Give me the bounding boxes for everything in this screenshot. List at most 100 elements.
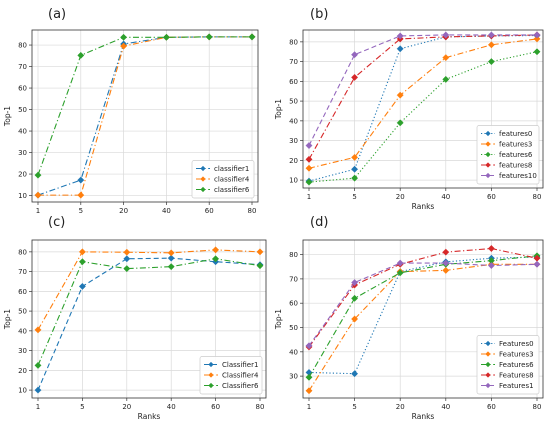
data-point: [305, 342, 313, 350]
x-tick-label: 5: [352, 403, 356, 411]
legend-label: Features0: [499, 340, 534, 348]
legend-box: [199, 356, 263, 395]
panel-label: (b): [310, 7, 328, 22]
y-tick-label: 40: [289, 117, 298, 125]
y-tick-label: 70: [18, 63, 27, 71]
x-axis-label: Ranks: [412, 412, 435, 421]
legend-label: Classifier4: [222, 372, 259, 380]
x-tick-label: 1: [307, 403, 311, 411]
data-point: [442, 248, 450, 256]
y-tick-label: 60: [18, 288, 27, 296]
y-tick-label: 20: [289, 157, 298, 165]
panel-d: (d) 1 5 20 40 60 80 30 40 50 60 70 80 Ranks Top-1 Featu…: [274, 215, 544, 421]
data-point: [442, 266, 450, 274]
data-point: [351, 51, 359, 59]
y-tick-label: 50: [18, 106, 27, 114]
series-line: [37, 36, 252, 176]
legend-marker: [485, 130, 491, 137]
data-point: [305, 164, 313, 172]
y-tick-label: 10: [18, 192, 27, 200]
x-tick-label: 60: [487, 193, 496, 201]
x-tick-label: 20: [119, 207, 128, 215]
data-point: [442, 31, 450, 39]
y-tick-label: 60: [289, 78, 298, 86]
panel-c: (c) 1 5 20 40 60 80 10 20 30 40 50 60 70 80 Ranks Top-1 C…: [3, 215, 267, 421]
series-line: [308, 34, 538, 182]
series-line: [308, 34, 537, 146]
data-point: [167, 254, 175, 262]
series-Features1: [305, 259, 541, 350]
series-line: [308, 247, 538, 348]
data-point: [78, 282, 86, 290]
legend-marker: [208, 361, 214, 368]
series-line: [37, 249, 261, 331]
data-point: [78, 248, 86, 256]
legend-label: features0: [499, 130, 532, 138]
plot-frame: [302, 239, 544, 399]
legend-label: Classifier1: [222, 361, 258, 369]
x-tick-label: 20: [122, 403, 131, 411]
x-tick-label: 5: [352, 193, 356, 201]
y-tick-label: 30: [18, 149, 27, 157]
x-tick-label: 5: [80, 403, 84, 411]
x-tick-label: 40: [441, 403, 450, 411]
legend-label: features8: [499, 162, 532, 170]
legend-marker: [485, 162, 491, 168]
y-tick-label: 70: [18, 268, 27, 276]
y-axis-label: Top-1: [274, 99, 283, 120]
plot-frame: [31, 239, 267, 399]
series-features10: [305, 31, 541, 150]
y-tick-label: 20: [18, 367, 27, 375]
data-point: [396, 119, 404, 127]
y-axis-label: Top-1: [3, 309, 12, 330]
legend-marker: [208, 372, 214, 378]
data-point: [77, 176, 85, 184]
data-point: [77, 191, 85, 199]
data-point: [396, 45, 404, 53]
series-classifier6: [34, 33, 256, 179]
y-tick-label: 50: [18, 308, 27, 316]
data-point: [396, 32, 404, 40]
y-tick-label: 40: [18, 128, 27, 136]
y-tick-label: 10: [18, 387, 27, 395]
y-tick-label: 70: [289, 58, 298, 66]
legend-marker: [485, 382, 491, 389]
panel-b: (b) 1 5 20 40 60 80 10 20 30 40 50 60 70 80 Ranks Top-1 f…: [274, 7, 544, 211]
y-tick-label: 60: [18, 85, 27, 93]
legend-marker: [485, 361, 491, 368]
x-tick-label: 40: [441, 193, 450, 201]
data-point: [533, 48, 541, 56]
data-point: [351, 153, 359, 161]
y-tick-label: 30: [289, 137, 298, 145]
data-point: [34, 386, 42, 394]
panel-label: (a): [48, 7, 66, 22]
x-tick-label: 20: [396, 403, 405, 411]
data-point: [256, 248, 264, 256]
data-point: [351, 315, 359, 323]
legend-box: [476, 125, 540, 185]
legend-label: classifier6: [214, 186, 250, 194]
data-point: [212, 255, 220, 263]
data-point: [305, 142, 313, 150]
y-tick-label: 70: [289, 275, 298, 283]
y-tick-label: 80: [18, 248, 27, 256]
legend-marker: [485, 372, 491, 378]
x-tick-label: 5: [79, 207, 83, 215]
data-point: [77, 51, 85, 59]
legend-marker: [200, 186, 206, 193]
data-point: [351, 279, 359, 287]
series-line: [308, 34, 538, 160]
legend-box: [191, 160, 255, 199]
data-point: [305, 178, 313, 186]
data-point: [34, 171, 42, 179]
legend-box: [476, 335, 540, 395]
series-Classifier6: [34, 255, 264, 369]
data-point: [167, 249, 175, 257]
grid: [32, 30, 258, 202]
data-point: [351, 73, 359, 81]
data-point: [123, 248, 131, 256]
data-point: [487, 41, 495, 49]
data-point: [123, 255, 131, 263]
